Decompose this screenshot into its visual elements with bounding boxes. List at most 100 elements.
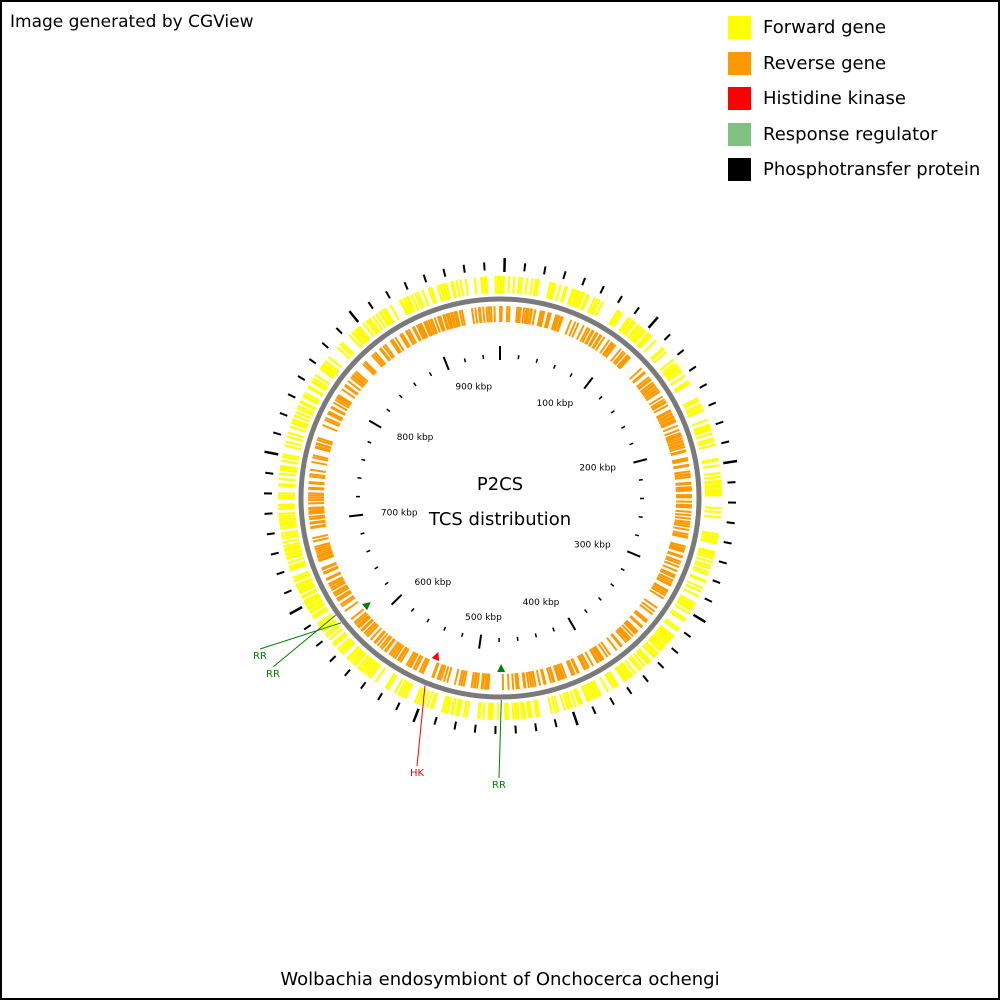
reverse-gene [394,336,405,352]
forward-gene [560,286,569,303]
forward-gene [693,425,711,434]
forward-gene [702,530,720,536]
forward-gene [293,574,311,583]
forward-gene [355,328,368,343]
forward-gene [336,346,351,360]
reverse-gene [407,328,418,344]
reverse-gene [522,672,527,689]
reverse-gene [337,393,353,405]
forward-gene [382,308,394,324]
reverse-gene [650,398,666,409]
forward-gene [519,701,524,720]
scale-tick [428,372,433,377]
reverse-gene [350,608,365,621]
forward-gene [354,329,368,344]
forward-gene [318,615,334,628]
reverse-gene [651,401,667,411]
reverse-gene [552,314,560,331]
forward-gene [704,485,722,489]
forward-gene [632,652,646,668]
forward-gene [298,583,315,593]
forward-gene [568,288,577,306]
outer-tick [453,721,457,730]
forward-gene [284,545,302,552]
reverse-gene [662,424,679,433]
reverse-gene [667,439,684,447]
reverse-gene [559,662,568,679]
forward-gene [441,283,448,301]
reverse-gene [557,663,566,680]
scale-label: 400 kbp [523,598,560,608]
scale-tick [569,373,573,378]
reverse-gene [430,318,439,334]
forward-gene [278,503,296,507]
forward-gene [312,377,329,389]
reverse-gene [404,330,415,346]
forward-gene [285,549,303,557]
forward-gene [678,596,695,607]
reverse-gene [399,333,410,348]
reverse-gene [675,505,692,509]
reverse-gene [370,354,384,368]
reverse-gene [610,348,622,362]
reverse-gene [521,307,526,324]
scale-tick [361,458,366,462]
forward-gene [358,325,371,341]
scale-tick [366,549,371,553]
reverse-gene [634,610,648,623]
reverse-gene [593,646,604,661]
reverse-gene [353,372,368,385]
forward-gene [443,696,450,714]
forward-gene [512,276,516,294]
forward-gene [307,600,324,611]
forward-gene [323,362,338,375]
forward-gene [700,538,718,545]
reverse-gene [447,312,454,329]
forward-gene [604,673,615,690]
forward-gene [697,549,715,556]
outer-tick [303,624,312,631]
forward-gene [309,603,326,615]
forward-gene [664,618,680,630]
forward-gene [548,282,555,300]
reverse-gene [366,624,380,638]
forward-gene [683,588,700,598]
reverse-gene [419,322,429,339]
reverse-gene [675,481,692,485]
reverse-gene [629,615,643,629]
reverse-gene [460,670,466,687]
forward-gene [627,324,641,340]
reverse-gene [442,666,450,682]
scale-tick [534,633,538,638]
scale-tick [390,594,403,606]
reverse-gene [455,310,461,327]
outer-tick [647,316,659,329]
forward-gene [598,676,610,693]
reverse-gene [384,638,396,653]
forward-gene [629,655,643,670]
reverse-gene [545,667,553,684]
forward-gene [401,681,412,699]
forward-gene [685,403,702,413]
reverse-gene [521,672,526,689]
scale-tick [367,440,372,444]
outer-tick [718,560,727,565]
reverse-gene [660,568,677,577]
reverse-gene [409,653,419,669]
outer-tick [329,655,337,663]
reverse-gene [674,470,691,475]
legend-label: Response regulator [763,123,938,145]
reverse-gene [493,306,496,323]
forward-gene [281,534,299,540]
reverse-gene [617,627,630,641]
forward-gene [674,381,690,392]
forward-gene [389,304,400,321]
reverse-gene [611,633,623,647]
forward-gene [704,488,722,492]
reverse-gene [308,514,325,518]
legend-swatch [728,87,751,111]
reverse-gene [437,664,445,681]
forward-gene [566,288,575,305]
reverse-gene [659,569,676,579]
reverse-gene [675,488,692,492]
